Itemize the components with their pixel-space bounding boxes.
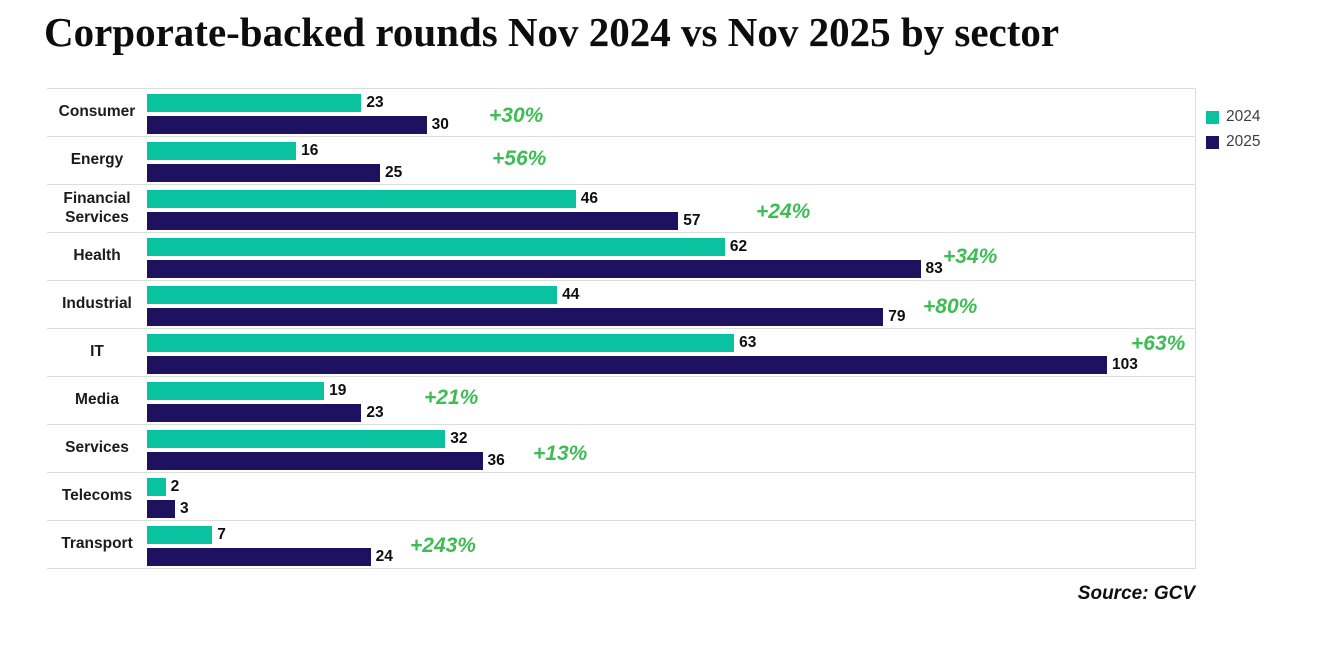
value-label-2025: 24 xyxy=(375,548,393,565)
legend-label-2025: 2025 xyxy=(1226,133,1261,150)
category-label: Transport xyxy=(61,535,133,553)
bar-2024 xyxy=(147,94,362,112)
bar-2025 xyxy=(147,500,175,518)
pct-change-label: +243% xyxy=(410,534,476,557)
category-label: IT xyxy=(90,343,104,361)
value-label-2024: 44 xyxy=(562,286,580,303)
bar-2025 xyxy=(147,452,483,470)
chart-row: Financial Services 46 57 xyxy=(47,184,1195,232)
chart-row: Transport 7 24 xyxy=(47,520,1195,568)
value-label-2025: 57 xyxy=(683,212,701,229)
chart-row: Media 19 23 xyxy=(47,376,1195,424)
chart-row: Industrial 44 79 xyxy=(47,280,1195,328)
bar-2024 xyxy=(147,382,325,400)
pct-change-label: +63% xyxy=(1131,332,1186,355)
bar-2025 xyxy=(147,404,362,422)
bar-2024 xyxy=(147,238,725,256)
value-label-2025: 3 xyxy=(179,500,189,517)
bar-2025 xyxy=(147,116,427,134)
value-label-2025: 25 xyxy=(385,164,403,181)
bar-2025 xyxy=(147,308,884,326)
category-label: Services xyxy=(65,439,129,457)
value-label-2025: 83 xyxy=(925,260,943,277)
category-label: Industrial xyxy=(62,295,132,313)
legend-item-2025: 2025 xyxy=(1206,133,1260,151)
bar-chart: Consumer 23 30 Energy 16 25 Financial Services… xyxy=(47,88,1196,569)
value-label-2024: 16 xyxy=(301,142,319,159)
pct-change-label: +30% xyxy=(489,104,544,127)
bar-2024 xyxy=(147,190,576,208)
value-label-2025: 23 xyxy=(366,404,384,421)
bar-2025 xyxy=(147,356,1107,374)
bar-2024 xyxy=(147,526,213,544)
value-label-2025: 103 xyxy=(1111,356,1138,373)
value-label-2024: 62 xyxy=(729,238,748,255)
value-label-2024: 2 xyxy=(170,478,180,495)
pct-change-label: +24% xyxy=(756,200,811,223)
bar-2025 xyxy=(147,212,679,230)
pct-change-label: +13% xyxy=(533,442,588,465)
value-label-2024: 7 xyxy=(217,526,226,543)
bar-2025 xyxy=(147,164,380,182)
bar-2024 xyxy=(147,286,558,304)
category-label: Health xyxy=(73,247,121,265)
pct-change-label: +34% xyxy=(943,245,998,268)
category-label: Consumer xyxy=(58,103,136,121)
bar-2024 xyxy=(147,142,297,160)
chart-row: IT 63 103 xyxy=(47,328,1195,376)
value-label-2024: 32 xyxy=(450,430,468,447)
pct-change-label: +80% xyxy=(923,295,978,318)
chart-row: Telecoms 2 3 xyxy=(47,472,1195,520)
bar-2024 xyxy=(147,334,735,352)
legend-swatch-2024-icon xyxy=(1206,110,1219,124)
value-label-2025: 79 xyxy=(888,308,906,325)
value-label-2025: 36 xyxy=(487,452,505,469)
source-caption: Source: GCV xyxy=(1077,583,1195,604)
bar-2025 xyxy=(147,260,921,278)
category-label: Energy xyxy=(70,151,124,169)
legend: 2024 2025 xyxy=(1206,108,1260,158)
value-label-2024: 46 xyxy=(580,190,598,207)
pct-change-label: +56% xyxy=(492,147,547,170)
legend-item-2024: 2024 xyxy=(1206,108,1260,126)
category-label: Telecoms xyxy=(61,487,133,505)
category-label: Media xyxy=(75,391,119,409)
bar-2024 xyxy=(147,430,446,448)
bar-2025 xyxy=(147,548,371,566)
chart-row: Health 62 83 xyxy=(47,232,1195,280)
bar-2024 xyxy=(147,478,166,496)
value-label-2024: 63 xyxy=(739,334,757,351)
value-label-2024: 23 xyxy=(366,94,384,111)
legend-label-2024: 2024 xyxy=(1226,108,1261,125)
value-label-2024: 19 xyxy=(329,382,347,399)
category-label: Financial Services xyxy=(63,190,131,226)
legend-swatch-2025-icon xyxy=(1206,135,1219,149)
chart-row: Consumer 23 30 xyxy=(47,88,1195,136)
chart-row: Energy 16 25 xyxy=(47,136,1195,184)
value-label-2025: 30 xyxy=(431,116,449,133)
chart-title: Corporate-backed rounds Nov 2024 vs Nov … xyxy=(44,9,1060,55)
pct-change-label: +21% xyxy=(424,386,479,409)
chart-row: Services 32 36 xyxy=(47,424,1195,472)
